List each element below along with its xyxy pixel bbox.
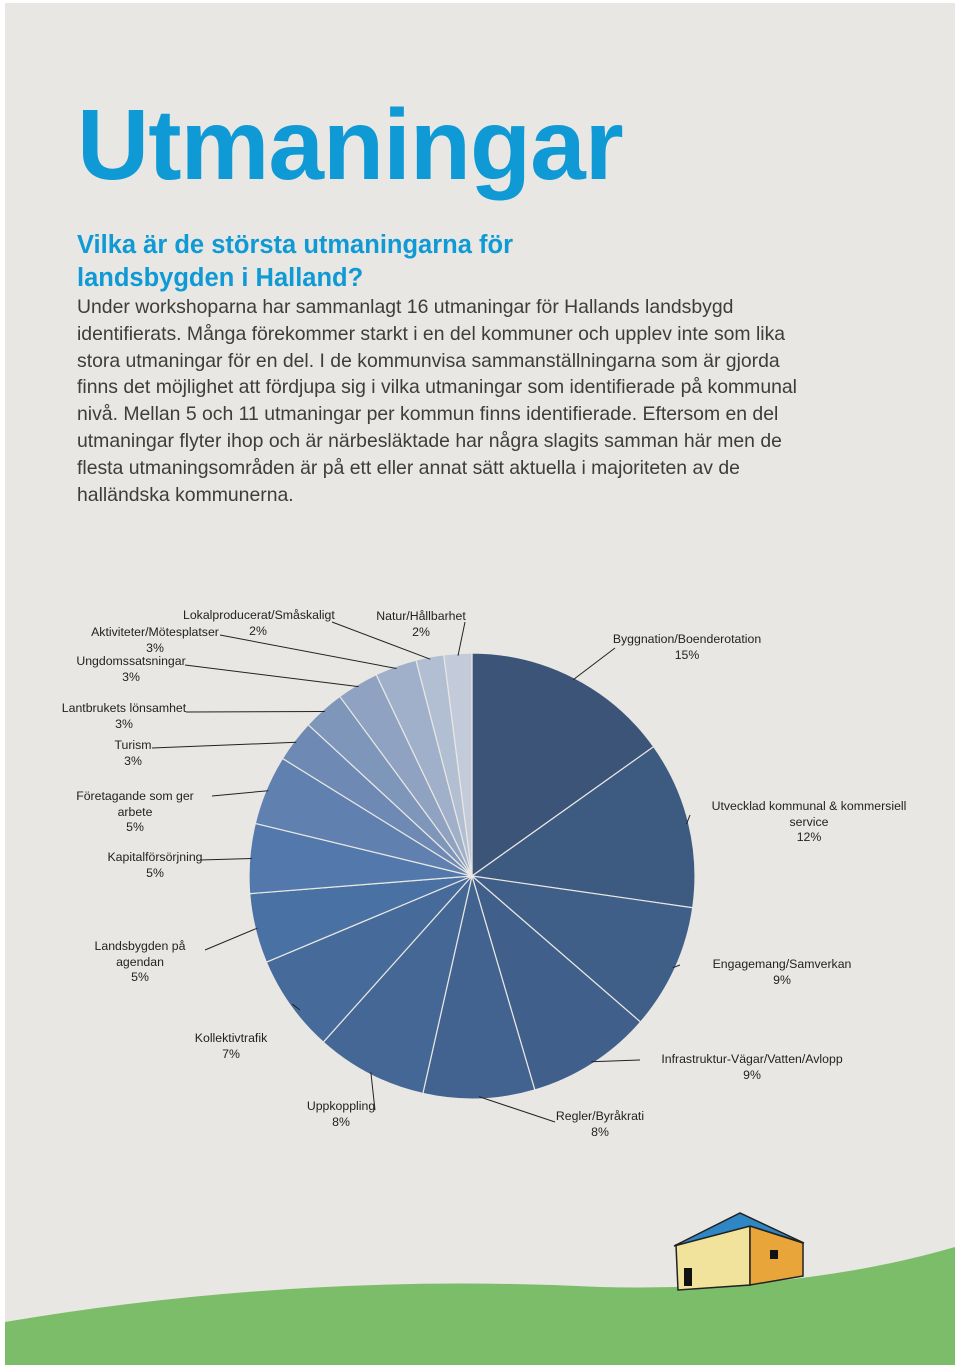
slice-name: Företagande som ger arbete <box>76 789 194 819</box>
slice-value: 5% <box>146 865 164 880</box>
slice-name: Infrastruktur-Vägar/Vatten/Avlopp <box>661 1052 843 1066</box>
slice-value: 3% <box>124 753 142 768</box>
pie-slice <box>470 874 642 1091</box>
slice-name: Landsbygden på agendan <box>94 939 186 969</box>
slice-label: Regler/Byråkrati 8% <box>550 1109 650 1140</box>
slice-name: Lantbrukets lönsamhet <box>61 701 187 715</box>
page-title: Utmaningar <box>77 89 624 201</box>
slice-name: Utvecklad kommunal & kommersiell service <box>711 799 907 829</box>
leader-line <box>572 647 616 681</box>
slice-value: 3% <box>122 669 140 684</box>
slice-name: Lokalproducerat/Småskaligt <box>183 608 335 622</box>
leader-line <box>672 964 681 969</box>
slice-label: Uppkoppling 8% <box>301 1099 381 1130</box>
leader-line <box>185 710 325 713</box>
slice-value: 12% <box>796 830 822 845</box>
slice-label: Infrastruktur-Vägar/Vatten/Avlopp 9% <box>657 1052 847 1083</box>
slice-label: Ungdomssatsningar 3% <box>76 654 186 685</box>
slice-value: 2% <box>412 624 430 639</box>
slice-value: 2% <box>249 623 267 638</box>
leader-line <box>151 741 297 749</box>
leader-line <box>199 858 252 861</box>
slice-value: 8% <box>332 1114 350 1129</box>
slice-value: 5% <box>131 970 149 985</box>
hill <box>5 1247 955 1365</box>
leader-line <box>184 664 359 688</box>
leader-line <box>591 1059 641 1063</box>
slice-name: Kollektivtrafik <box>194 1031 268 1045</box>
slice-value: 5% <box>126 820 144 835</box>
pie-slice <box>443 652 473 877</box>
slice-label: Utvecklad kommunal & kommersiell service… <box>709 799 909 846</box>
slice-label: Lantbrukets lönsamhet 3% <box>59 701 189 732</box>
slice-value: 15% <box>674 647 700 662</box>
house-roof <box>673 1212 805 1247</box>
house-window <box>770 1250 778 1259</box>
pie-slice <box>322 873 474 1095</box>
leader-line <box>219 634 397 670</box>
leader-line <box>686 814 691 825</box>
slice-label: Turism 3% <box>103 738 163 769</box>
slice-name: Byggnation/Boenderotation <box>612 632 762 646</box>
leader-line <box>370 1072 376 1111</box>
slice-label: Landsbygden på agendan 5% <box>70 939 210 986</box>
slice-value: 9% <box>773 972 791 987</box>
leader-line <box>478 1096 556 1123</box>
slice-name: Uppkoppling <box>306 1099 376 1113</box>
slice-name: Aktiviteter/Mötesplatser <box>91 625 219 639</box>
slice-name: Ungdomssatsningar <box>76 654 186 668</box>
slice-name: Turism <box>114 738 152 752</box>
house-door <box>684 1268 692 1286</box>
slice-label: Lokalproducerat/Småskaligt 2% <box>183 608 335 639</box>
pie <box>151 621 696 1123</box>
leader-line <box>331 621 431 660</box>
slice-label: Företagande som ger arbete 5% <box>60 789 210 836</box>
pie-slice <box>470 745 696 909</box>
slice-value: 3% <box>115 716 133 731</box>
pie-slice <box>470 875 694 1023</box>
slice-label: Kapitalförsörjning 5% <box>105 850 205 881</box>
pie-slice <box>471 652 655 878</box>
slice-name: Engagemang/Samverkan <box>712 957 852 971</box>
leader-line <box>204 927 258 951</box>
slice-name: Regler/Byråkrati <box>555 1109 645 1123</box>
slice-name: Natur/Hållbarhet <box>376 609 466 623</box>
subtitle: Vilka är de största utmaningarna för lan… <box>77 231 513 292</box>
slice-label: Kollektivtrafik 7% <box>186 1031 276 1062</box>
slice-value: 9% <box>743 1067 761 1082</box>
slice-value: 7% <box>222 1046 240 1061</box>
slice-label: Byggnation/Boenderotation 15% <box>597 632 777 663</box>
slice-label: Aktiviteter/Mötesplatser 3% <box>85 625 225 656</box>
body-text: Under workshoparna har sammanlagt 16 utm… <box>77 296 797 506</box>
leader-line <box>457 621 466 656</box>
slice-name: Kapitalförsörjning <box>107 850 203 864</box>
slice-label: Engagemang/Samverkan 9% <box>712 957 852 988</box>
slice-label: Natur/Hållbarhet 2% <box>371 609 471 640</box>
pie-slice <box>422 873 536 1100</box>
leader-line <box>291 1003 301 1011</box>
slice-value: 8% <box>591 1124 609 1139</box>
slice-value: 3% <box>146 640 164 655</box>
leader-line <box>211 790 269 797</box>
